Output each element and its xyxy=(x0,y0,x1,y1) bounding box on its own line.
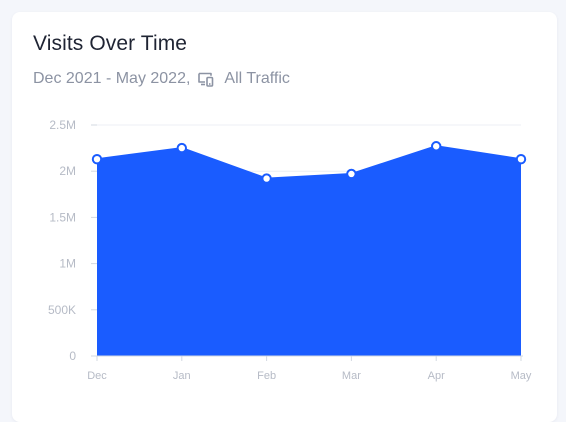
devices-icon xyxy=(196,69,216,89)
x-tick-label: Apr xyxy=(428,370,445,382)
data-point[interactable] xyxy=(176,142,188,154)
data-point[interactable] xyxy=(431,141,442,152)
card-title: Visits Over Time xyxy=(33,32,188,55)
y-tick-label: 0 xyxy=(69,349,76,363)
data-point[interactable] xyxy=(261,173,272,184)
x-tick-label: Dec xyxy=(87,370,107,382)
data-point[interactable] xyxy=(91,153,103,165)
x-tick-label: Feb xyxy=(257,370,276,382)
y-tick-label: 2.5M xyxy=(49,118,76,132)
visits-area-chart: 0 500K 1M 1.5M 2M 2.5M Dec Jan Feb Mar Apr May xyxy=(48,118,532,382)
traffic-filter-label: All Traffic xyxy=(224,70,290,87)
date-range: Dec 2021 - May 2022, xyxy=(33,70,191,87)
y-tick-label: 500K xyxy=(48,303,76,317)
visits-area xyxy=(97,146,521,356)
y-tick-label: 1.5M xyxy=(49,210,76,224)
x-tick-label: May xyxy=(511,370,532,382)
x-tick-label: Mar xyxy=(342,370,361,382)
y-tick-label: 2M xyxy=(59,164,76,178)
data-point[interactable] xyxy=(515,153,527,165)
chart-points xyxy=(91,141,527,184)
data-point[interactable] xyxy=(346,168,357,180)
y-tick-label: 1M xyxy=(59,257,76,271)
x-tick-label: Jan xyxy=(173,370,191,382)
visits-line xyxy=(96,145,522,180)
chart-series xyxy=(96,145,522,356)
card-subtitle: Dec 2021 - May 2022, All Traffic xyxy=(33,69,290,89)
chart-labels: 0 500K 1M 1.5M 2M 2.5M Dec Jan Feb Mar Apr May xyxy=(48,118,532,382)
chart-axes xyxy=(91,124,523,361)
